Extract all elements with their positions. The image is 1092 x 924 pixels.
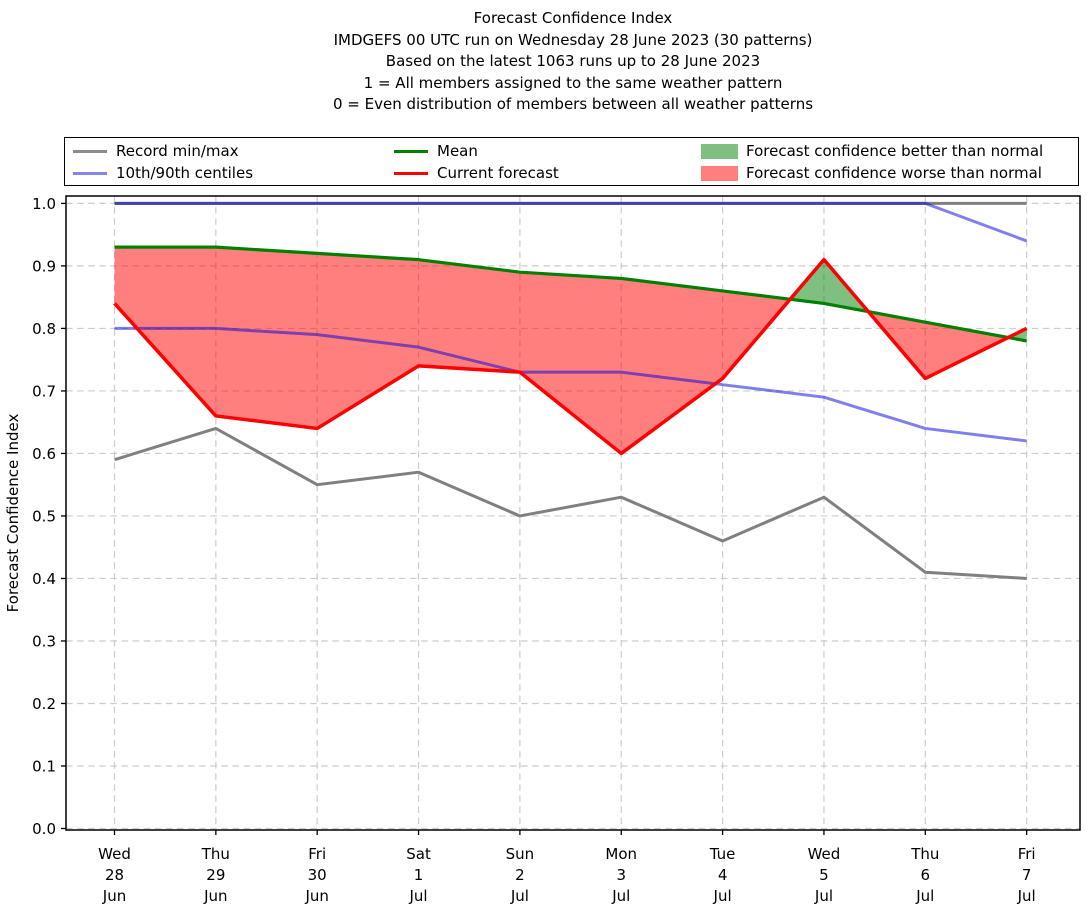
fill-worse-than-normal bbox=[114, 247, 791, 454]
y-tick-label: 0.8 bbox=[32, 320, 56, 338]
x-tick-label: Jul bbox=[510, 887, 529, 905]
y-tick-label: 0.7 bbox=[32, 382, 56, 400]
legend-entry-better-than-normal: Forecast confidence better than normal bbox=[701, 140, 1043, 162]
x-tick-label: Jul bbox=[408, 887, 427, 905]
y-tick-label: 0.9 bbox=[32, 257, 56, 275]
series-mean-line bbox=[114, 245, 1027, 343]
y-tick-label: 0.6 bbox=[32, 445, 56, 463]
x-tick-label: 7 bbox=[1022, 866, 1032, 884]
y-tick-label: 0.5 bbox=[32, 507, 56, 525]
x-tick-label: 1 bbox=[414, 866, 424, 884]
x-tick-label: Jul bbox=[915, 887, 934, 905]
current-forecast-line-swatch bbox=[394, 171, 428, 175]
legend-entry-current-forecast: Current forecast bbox=[394, 162, 559, 184]
x-tick-label: 5 bbox=[819, 866, 829, 884]
legend-label: Forecast confidence better than normal bbox=[746, 142, 1044, 160]
legend-entry-centiles: 10th/90th centiles bbox=[73, 162, 253, 184]
x-tick-label: Sun bbox=[506, 845, 535, 863]
better-than-normal-patch-swatch bbox=[701, 143, 738, 159]
x-tick-label: Jun bbox=[102, 887, 126, 905]
x-tick-label: 3 bbox=[616, 866, 626, 884]
x-tick-label: 2 bbox=[515, 866, 525, 884]
x-tick-label: Jul bbox=[713, 887, 732, 905]
record-minmax-line-swatch bbox=[73, 149, 107, 153]
legend-label: Forecast confidence worse than normal bbox=[746, 164, 1042, 182]
fill-worse-than-normal bbox=[868, 311, 1009, 379]
chart-subtitle-run: IMDGEFS 00 UTC run on Wednesday 28 June … bbox=[333, 30, 813, 49]
x-tick-label: Jul bbox=[814, 887, 833, 905]
x-tick-label: Jun bbox=[203, 887, 227, 905]
x-tick-label: 4 bbox=[718, 866, 728, 884]
x-tick-label: 29 bbox=[206, 866, 225, 884]
mean-line-swatch bbox=[394, 149, 428, 153]
series-current-forecast-line bbox=[113, 257, 1028, 456]
centiles-line-swatch bbox=[73, 171, 107, 175]
legend: Record min/max 10th/90th centiles Mean C… bbox=[64, 137, 1079, 186]
chart-title: Forecast Confidence Index bbox=[473, 9, 673, 27]
x-tick-label: Thu bbox=[910, 845, 939, 863]
x-tick-label: 6 bbox=[921, 866, 931, 884]
x-tick-label: Wed bbox=[808, 845, 841, 863]
legend-column-2: Mean Current forecast bbox=[394, 140, 559, 184]
series-10th-centile-line bbox=[114, 326, 1027, 443]
chart-subtitle-scale-zero: 0 = Even distribution of members between… bbox=[332, 95, 814, 113]
x-tick-label: Sat bbox=[406, 845, 431, 863]
series-90th-centile-line bbox=[114, 201, 1028, 243]
x-tick-label: Fri bbox=[1018, 845, 1036, 863]
plot-frame bbox=[65, 195, 1081, 831]
y-tick-label: 0.1 bbox=[32, 757, 56, 775]
x-tick-label: Mon bbox=[605, 845, 637, 863]
x-tick-label: Wed bbox=[98, 845, 131, 863]
worse-than-normal-patch-swatch bbox=[701, 165, 738, 181]
x-tick-label: Jul bbox=[1017, 887, 1036, 905]
chart-subtitle-basis: Based on the latest 1063 runs up to 28 J… bbox=[385, 52, 761, 70]
series-record-min-line bbox=[114, 426, 1027, 580]
legend-entry-mean: Mean bbox=[394, 140, 559, 162]
x-tick-label: Fri bbox=[308, 845, 326, 863]
y-tick-label: 0.4 bbox=[32, 570, 56, 588]
fill-better-than-normal bbox=[790, 259, 869, 312]
y-tick-label: 0.2 bbox=[32, 695, 56, 713]
x-tick-label: 28 bbox=[105, 866, 124, 884]
y-tick-label: 0.0 bbox=[32, 820, 56, 838]
x-tick-label: Tue bbox=[709, 845, 736, 863]
x-tick-label: Jul bbox=[611, 887, 630, 905]
legend-label: Record min/max bbox=[116, 142, 239, 160]
legend-entry-worse-than-normal: Forecast confidence worse than normal bbox=[701, 162, 1043, 184]
y-tick-label: 0.3 bbox=[32, 632, 56, 650]
y-tick-label: 1.0 bbox=[32, 195, 56, 213]
x-tick-label: 30 bbox=[308, 866, 327, 884]
legend-label: Mean bbox=[437, 142, 478, 160]
legend-column-1: Record min/max 10th/90th centiles bbox=[73, 140, 253, 184]
chart-subtitle-scale-one: 1 = All members assigned to the same wea… bbox=[363, 73, 783, 92]
legend-label: 10th/90th centiles bbox=[116, 164, 254, 182]
x-tick-label: Thu bbox=[201, 845, 230, 863]
title-block: Forecast Confidence Index IMDGEFS 00 UTC… bbox=[66, 8, 1080, 116]
legend-column-3: Forecast confidence better than normal F… bbox=[701, 140, 1043, 184]
y-axis-label: Forecast Confidence Index bbox=[4, 414, 22, 613]
x-tick-label: Jun bbox=[304, 887, 328, 905]
legend-label: Current forecast bbox=[437, 164, 559, 182]
legend-entry-record-minmax: Record min/max bbox=[73, 140, 253, 162]
